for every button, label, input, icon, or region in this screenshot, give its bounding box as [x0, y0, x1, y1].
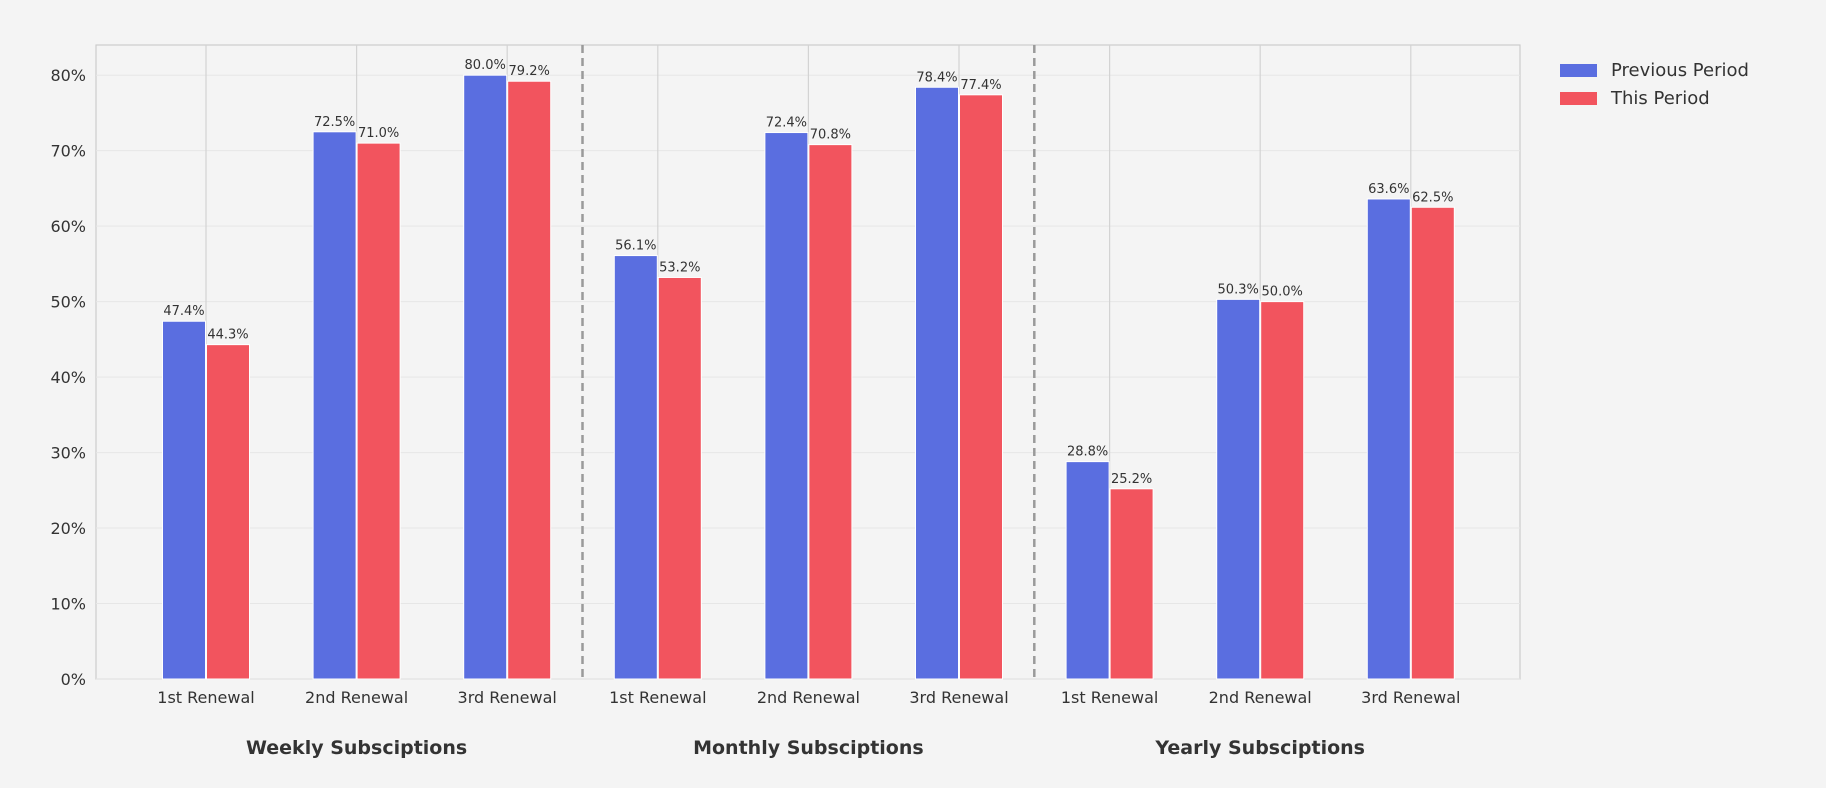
bar-this-period: [1410, 206, 1455, 680]
axes-layer: 0% 10% 20% 30% 40% 50% 60% 70% 80% 1st Renewal 2nd…: [50, 66, 1460, 759]
bar-value-label: 25.2%: [1111, 472, 1152, 487]
bar-value-label: 80.0%: [465, 58, 506, 73]
bar-previous-period: [1366, 198, 1411, 680]
x-tick-label: 2nd Renewal: [305, 688, 408, 707]
bar-previous-period: [162, 320, 206, 680]
bar-value-label: 28.8%: [1067, 445, 1108, 460]
y-tick-label: 60%: [50, 217, 86, 236]
legend-label-this: This Period: [1611, 87, 1710, 109]
bar-value-label: 71.0%: [358, 126, 399, 141]
data-labels-layer: 47.4% 72.5% 80.0% 56.1% 72.4% 78.4% 28.8% 50.3%…: [163, 58, 1453, 487]
bar-previous-period: [312, 131, 357, 680]
bar-value-label: 72.5%: [314, 115, 355, 130]
legend: Previous Period This Period: [1560, 56, 1749, 112]
bar-this-period: [657, 276, 702, 680]
bar-this-period: [206, 344, 250, 680]
bar-value-label: 50.3%: [1218, 282, 1259, 297]
bar-previous-period: [1065, 461, 1110, 680]
y-tick-label: 50%: [50, 293, 86, 312]
bar-value-label: 63.6%: [1368, 182, 1409, 197]
x-tick-label: 1st Renewal: [1061, 688, 1158, 707]
legend-item-this-period: This Period: [1560, 84, 1749, 112]
x-tick-label: 3rd Renewal: [909, 688, 1008, 707]
bar-this-period: [356, 142, 401, 680]
x-tick-label: 3rd Renewal: [1361, 688, 1460, 707]
group-label: Monthly Subsciptions: [693, 737, 924, 759]
bar-previous-period: [613, 255, 658, 680]
bar-value-label: 62.5%: [1412, 190, 1453, 205]
bar-value-label: 44.3%: [207, 328, 248, 343]
bar-this-period: [507, 80, 552, 680]
bar-previous-period: [915, 86, 959, 680]
y-tick-label: 30%: [50, 444, 86, 463]
legend-label-previous: Previous Period: [1611, 59, 1749, 81]
bar-previous-period: [1216, 298, 1261, 680]
x-tick-label: 2nd Renewal: [757, 688, 860, 707]
bar-previous-period: [764, 132, 809, 680]
bar-value-label: 47.4%: [163, 304, 204, 319]
x-tick-label: 1st Renewal: [609, 688, 706, 707]
bar-previous-period: [463, 74, 508, 680]
bar-value-label: 56.1%: [615, 239, 656, 254]
y-tick-label: 70%: [50, 142, 86, 161]
bar-this-period: [808, 144, 853, 680]
bar-this-period: [1260, 301, 1305, 680]
y-tick-label: 10%: [50, 595, 86, 614]
bar-this-period: [1109, 488, 1154, 680]
bar-value-label: 72.4%: [766, 116, 807, 131]
y-tick-label: 0%: [61, 670, 86, 689]
bar-value-label: 79.2%: [509, 64, 550, 79]
legend-swatch-this: [1560, 91, 1597, 105]
bars-layer: [162, 74, 1455, 680]
bar-value-label: 70.8%: [810, 128, 851, 143]
legend-swatch-previous: [1560, 63, 1597, 77]
group-label: Weekly Subsciptions: [246, 737, 467, 759]
legend-item-previous-period: Previous Period: [1560, 56, 1749, 84]
group-label: Yearly Subsciptions: [1154, 737, 1365, 759]
y-tick-label: 20%: [50, 519, 86, 538]
x-tick-label: 1st Renewal: [157, 688, 254, 707]
x-tick-label: 2nd Renewal: [1209, 688, 1312, 707]
bar-this-period: [959, 94, 1003, 680]
bar-value-label: 50.0%: [1262, 285, 1303, 300]
group-separators: [581, 45, 1036, 679]
bar-value-label: 77.4%: [960, 78, 1001, 93]
bar-value-label: 53.2%: [659, 260, 700, 275]
y-tick-label: 80%: [50, 66, 86, 85]
bar-value-label: 78.4%: [916, 70, 957, 85]
y-tick-label: 40%: [50, 368, 86, 387]
x-tick-label: 3rd Renewal: [458, 688, 557, 707]
